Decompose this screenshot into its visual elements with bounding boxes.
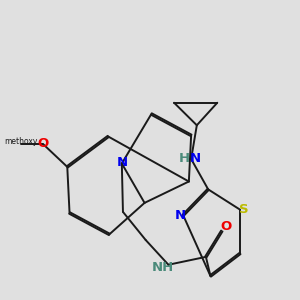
Text: O: O: [38, 137, 49, 150]
Text: S: S: [239, 203, 249, 216]
Text: methoxy: methoxy: [5, 137, 38, 146]
Text: N: N: [116, 155, 128, 169]
Text: NH: NH: [151, 261, 173, 274]
Text: N: N: [175, 209, 186, 222]
Text: N: N: [190, 152, 201, 164]
Text: O: O: [220, 220, 231, 233]
Text: H: H: [178, 152, 190, 164]
